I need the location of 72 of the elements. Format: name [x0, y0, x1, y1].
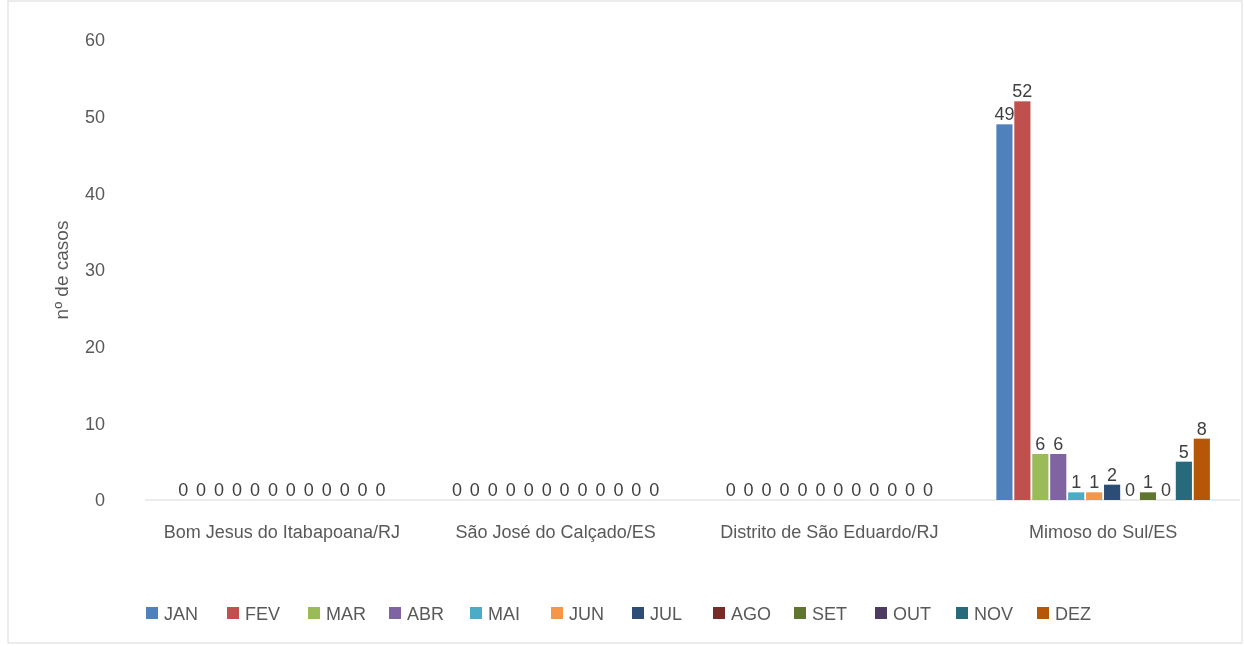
data-label: 0 [613, 480, 624, 500]
legend-label: FEV [245, 604, 281, 625]
data-label: 0 [797, 480, 808, 500]
legend-label: OUT [893, 604, 931, 625]
data-label: 0 [905, 480, 916, 500]
legend-label: JUL [650, 604, 683, 625]
x-tick-label: Bom Jesus do Itabapoana/RJ [163, 522, 400, 542]
data-label: 52 [1012, 81, 1033, 102]
y-tick-label: 30 [84, 260, 105, 281]
data-label: 0 [267, 480, 278, 500]
data-label: 0 [761, 480, 772, 500]
data-label: 0 [451, 480, 462, 500]
data-label: 0 [851, 480, 862, 500]
data-label: 8 [1196, 418, 1207, 439]
data-label: 0 [1125, 480, 1136, 500]
data-label: 0 [523, 480, 534, 500]
data-label: 0 [505, 480, 516, 500]
y-tick-label: 60 [84, 30, 105, 51]
data-label: 0 [595, 480, 606, 500]
data-label: 0 [285, 480, 296, 500]
x-tick-label: São José do Calçado/ES [455, 522, 656, 542]
data-label: 0 [559, 480, 570, 500]
data-label: 0 [321, 480, 332, 500]
x-tick-label: Mimoso do Sul/ES [1029, 522, 1178, 542]
data-label: 0 [249, 480, 260, 500]
data-label: 0 [779, 480, 790, 500]
data-label: 0 [487, 480, 498, 500]
data-label: 0 [887, 480, 898, 500]
data-label: 49 [994, 104, 1015, 125]
y-tick-label: 50 [84, 106, 105, 127]
data-label: 0 [577, 480, 588, 500]
legend-label: MAR [326, 604, 366, 625]
legend-label: DEZ [1055, 604, 1091, 625]
y-tick-label: 0 [94, 490, 105, 511]
data-label: 0 [178, 480, 189, 500]
data-label: 0 [631, 480, 642, 500]
legend-label: AGO [731, 604, 772, 625]
data-label: 0 [541, 480, 552, 500]
data-label: 5 [1178, 441, 1189, 462]
y-axis-title: nº de casos [51, 220, 72, 320]
data-label: 0 [469, 480, 480, 500]
data-label: 6 [1053, 434, 1064, 454]
legend-label: JAN [164, 604, 199, 625]
data-label: 0 [1160, 480, 1171, 500]
data-label: 0 [833, 480, 844, 500]
y-tick-label: 10 [84, 413, 105, 434]
data-label: 0 [214, 480, 225, 500]
data-label: 0 [232, 480, 243, 500]
legend-label: MAI [488, 604, 521, 625]
data-label: 0 [743, 480, 754, 500]
legend-label: ABR [407, 604, 445, 625]
legend-label: SET [812, 604, 848, 625]
data-label: 1 [1089, 472, 1100, 493]
legend-label: NOV [974, 604, 1014, 625]
data-label: 2 [1107, 464, 1118, 485]
y-tick-label: 40 [84, 183, 105, 204]
x-tick-label: Distrito de São Eduardo/RJ [720, 522, 939, 542]
data-label: 0 [196, 480, 207, 500]
legend-label: JUN [569, 604, 604, 625]
data-label: 0 [357, 480, 368, 500]
data-label: 0 [725, 480, 736, 500]
data-label: 0 [303, 480, 314, 500]
data-label: 0 [923, 480, 934, 500]
data-label: 0 [649, 480, 660, 500]
data-label: 0 [869, 480, 880, 500]
data-label: 0 [339, 480, 350, 500]
y-tick-label: 20 [84, 336, 105, 357]
data-label: 6 [1035, 434, 1046, 454]
data-label: 1 [1071, 472, 1082, 493]
data-label: 1 [1142, 472, 1153, 493]
data-label: 0 [375, 480, 386, 500]
data-label: 0 [815, 480, 826, 500]
